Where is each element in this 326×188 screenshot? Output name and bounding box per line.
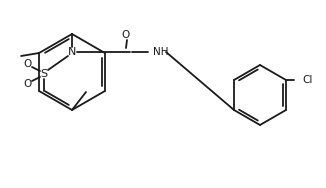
Text: N: N [68, 47, 76, 57]
Text: NH: NH [153, 47, 169, 57]
Text: O: O [24, 59, 32, 69]
Text: S: S [40, 69, 48, 79]
Text: O: O [121, 30, 129, 40]
Text: Cl: Cl [302, 75, 312, 85]
Text: O: O [24, 79, 32, 89]
